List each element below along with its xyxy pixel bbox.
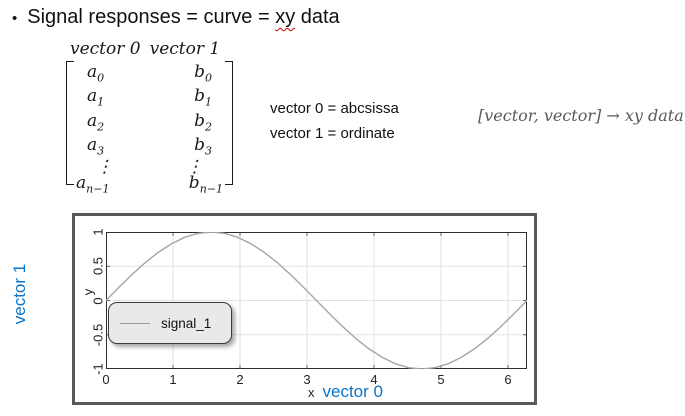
matrix-row: ⋮ ⋮ — [74, 156, 225, 177]
legend-label: signal_1 — [161, 315, 212, 331]
matrix-cell: b2 — [194, 110, 212, 134]
title-prefix: Signal responses = curve = — [27, 6, 276, 28]
mapping-note: [vector, vector] → xy data — [478, 106, 684, 125]
x-tick-label: 2 — [236, 372, 244, 387]
matrix-row: a0 b0 — [74, 63, 225, 87]
matrix-cell: a3 — [87, 135, 105, 158]
title-text: Signal responses = curve = xy data — [27, 6, 339, 32]
matrix-cell: b1 — [194, 86, 212, 109]
x-axis-label-row: x vector 0 — [308, 382, 383, 402]
matrix-header-vector1: vector 1 — [149, 39, 221, 59]
x-axis-label: x — [308, 385, 315, 400]
title-suffix: data — [295, 6, 340, 28]
matrix: a0 b0 a1 b1 a2 b2 a3 b3 ⋮ ⋮ an−1 bn−1 — [66, 61, 233, 195]
matrix-right-bracket — [225, 61, 233, 185]
definition-ordinate: vector 1 = ordinate — [270, 125, 395, 142]
matrix-cell: bn−1 — [188, 172, 223, 195]
matrix-cell: a1 — [87, 86, 105, 109]
bullet-marker: • — [12, 10, 18, 27]
x-axis-annotation-vector0: vector 0 — [322, 382, 383, 401]
vector-definitions: vector 0 = abcsissa vector 1 = ordinate — [270, 96, 399, 146]
matrix-row: a1 b1 — [74, 87, 225, 111]
y-tick-label: -0.5 — [90, 323, 106, 346]
y-tick-label: 0 — [90, 296, 106, 305]
legend-line-sample — [120, 322, 150, 324]
matrix-row: an−1 bn−1 — [74, 172, 225, 198]
matrix-header-vector0: vector 0 — [70, 39, 141, 59]
matrix-cell: a2 — [87, 110, 105, 134]
x-tick-label: 0 — [102, 372, 110, 387]
matrix-row: a2 b2 — [74, 110, 225, 136]
slide-title: • Signal responses = curve = xy data — [12, 6, 340, 32]
matrix-cell: b3 — [194, 135, 212, 158]
y-tick-label: 0.5 — [90, 257, 106, 276]
matrix-cell: an−1 — [76, 172, 110, 195]
y-axis-annotation-vector1: vector 1 — [10, 263, 29, 325]
matrix-cell: a0 — [87, 62, 105, 85]
y-tick-label: 1 — [90, 228, 106, 236]
matrix-rows: a0 b0 a1 b1 a2 b2 a3 b3 ⋮ ⋮ an−1 bn−1 — [74, 61, 225, 195]
x-tick-label: 6 — [504, 372, 512, 387]
y-axis-label: y — [80, 288, 96, 296]
matrix-header: vector 0 vector 1 — [70, 39, 220, 59]
matrix-cell: ⋮ — [186, 156, 203, 177]
y-tick-label: -1 — [90, 363, 106, 375]
plot-svg — [106, 232, 527, 369]
legend: signal_1 — [108, 302, 232, 344]
matrix-left-bracket — [66, 61, 74, 185]
x-tick-label: 5 — [437, 372, 445, 387]
matrix-cell: b0 — [194, 62, 212, 85]
x-tick-label: 1 — [169, 372, 177, 387]
title-misspelled-word: xy — [275, 6, 296, 28]
plot-area — [106, 232, 527, 369]
definition-abscissa: vector 0 = abcsissa — [270, 100, 399, 117]
matrix-cell: ⋮ — [96, 156, 113, 177]
matrix-row: a3 b3 — [74, 136, 225, 160]
